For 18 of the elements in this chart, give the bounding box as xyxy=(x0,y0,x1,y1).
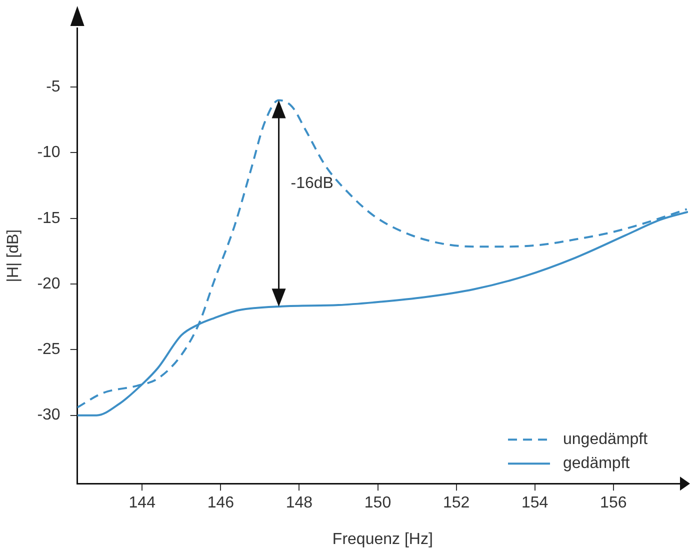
x-axis-title: Frequenz [Hz] xyxy=(332,530,433,548)
x-tick-label: 146 xyxy=(207,494,234,512)
x-tick-label: 150 xyxy=(364,494,392,512)
y-axis-title: |H| [dB] xyxy=(5,229,22,282)
annotation: -16dB xyxy=(290,174,334,192)
x-tick-label: 148 xyxy=(286,494,313,512)
x-tick-label: 156 xyxy=(600,494,627,512)
y-tick-label: -15 xyxy=(37,210,60,227)
y-tick-label: -5 xyxy=(46,78,60,96)
y-tick-label: -25 xyxy=(37,341,60,358)
legend-label: ungedämpft xyxy=(563,431,648,448)
y-tick-label: -20 xyxy=(37,275,60,292)
legend-label: gedämpft xyxy=(563,455,630,472)
x-tick-label: 144 xyxy=(128,494,156,512)
y-tick-label: -30 xyxy=(37,406,60,424)
x-tick-label: 154 xyxy=(521,494,548,512)
x-tick-label: 152 xyxy=(442,494,470,512)
y-tick-label: -10 xyxy=(37,144,60,162)
